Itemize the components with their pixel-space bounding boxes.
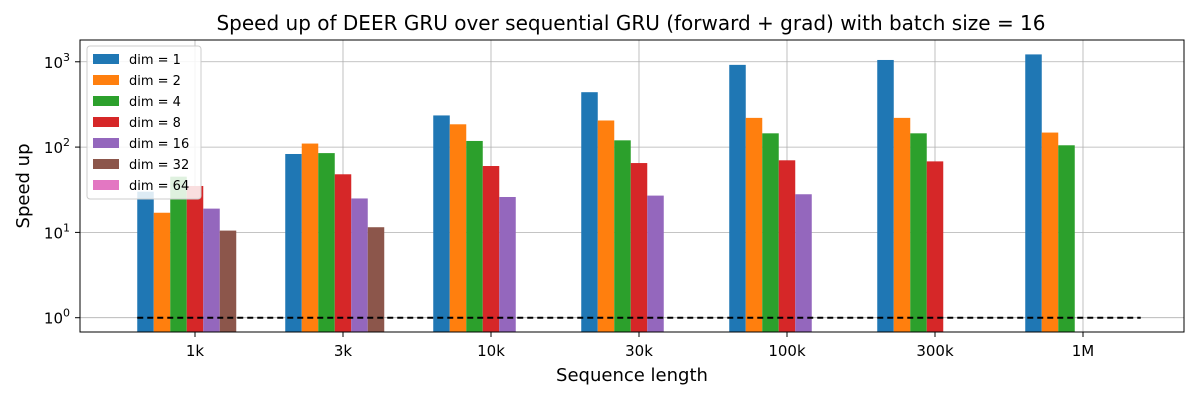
bar [137,191,154,332]
legend: dim = 1 dim = 2 dim = 4 dim = 8 dim = 16 dim … [86,45,202,200]
bar [581,92,598,332]
bar [482,166,500,332]
legend-swatch [93,54,119,64]
bar [647,195,664,332]
x-ticks: 1k 3k 10k 30k 100k 300k 1M [186,332,1094,360]
bar [466,140,483,332]
bar [1025,54,1042,332]
bar [1058,145,1075,332]
bar [153,212,171,332]
bar [318,153,335,332]
bar [499,196,516,332]
bar [926,161,944,332]
bar [1041,132,1059,332]
chart-title: Speed up of DEER GRU over sequential GRU… [216,11,1045,35]
plot-frame [79,39,1185,333]
bar [729,64,746,332]
legend-swatch [93,138,119,148]
x-tick-label: 1k [186,342,205,360]
bar [433,115,450,332]
x-tick-label: 3k [334,342,353,360]
bar [186,185,204,332]
x-tick-label: 10k [477,342,505,360]
bar [285,153,302,332]
legend-swatch [93,117,119,127]
bar [630,163,648,332]
x-tick-label: 100k [768,342,806,360]
bar [449,124,467,332]
y-tick-label: 101 [44,221,70,242]
bar [170,176,187,332]
bar [334,174,352,332]
y-axis-label: Speed up [13,144,34,229]
legend-label: dim = 4 [129,95,181,110]
legend-label: dim = 8 [129,116,181,131]
legend-label: dim = 2 [129,74,181,89]
bar [614,140,631,332]
legend-label: dim = 16 [129,137,189,152]
bar [910,133,927,332]
legend-label: dim = 1 [129,53,181,68]
bar [893,117,911,332]
y-tick-label: 102 [44,136,70,157]
x-tick-label: 300k [916,342,954,360]
bar [219,230,237,332]
bar [745,117,763,332]
bar [597,120,615,332]
y-ticks: 100 101 102 103 [44,51,80,328]
y-tick-label: 100 [44,307,70,328]
bar [351,198,368,332]
bar [877,59,894,333]
legend-swatch [93,75,119,85]
legend-label: dim = 64 [129,179,189,194]
legend-label: dim = 32 [129,158,189,173]
legend-swatch [93,159,119,169]
x-tick-label: 1M [1072,342,1095,360]
bar [762,133,779,332]
bars [137,54,1075,333]
y-tick-label: 103 [44,51,70,72]
legend-swatch [93,180,119,190]
bar [795,194,812,332]
bar [367,227,385,332]
x-axis-label: Sequence length [556,365,708,386]
x-tick-label: 30k [625,342,653,360]
legend-swatch [93,96,119,106]
bar [203,208,220,332]
bar [778,160,796,332]
bar [301,143,319,332]
